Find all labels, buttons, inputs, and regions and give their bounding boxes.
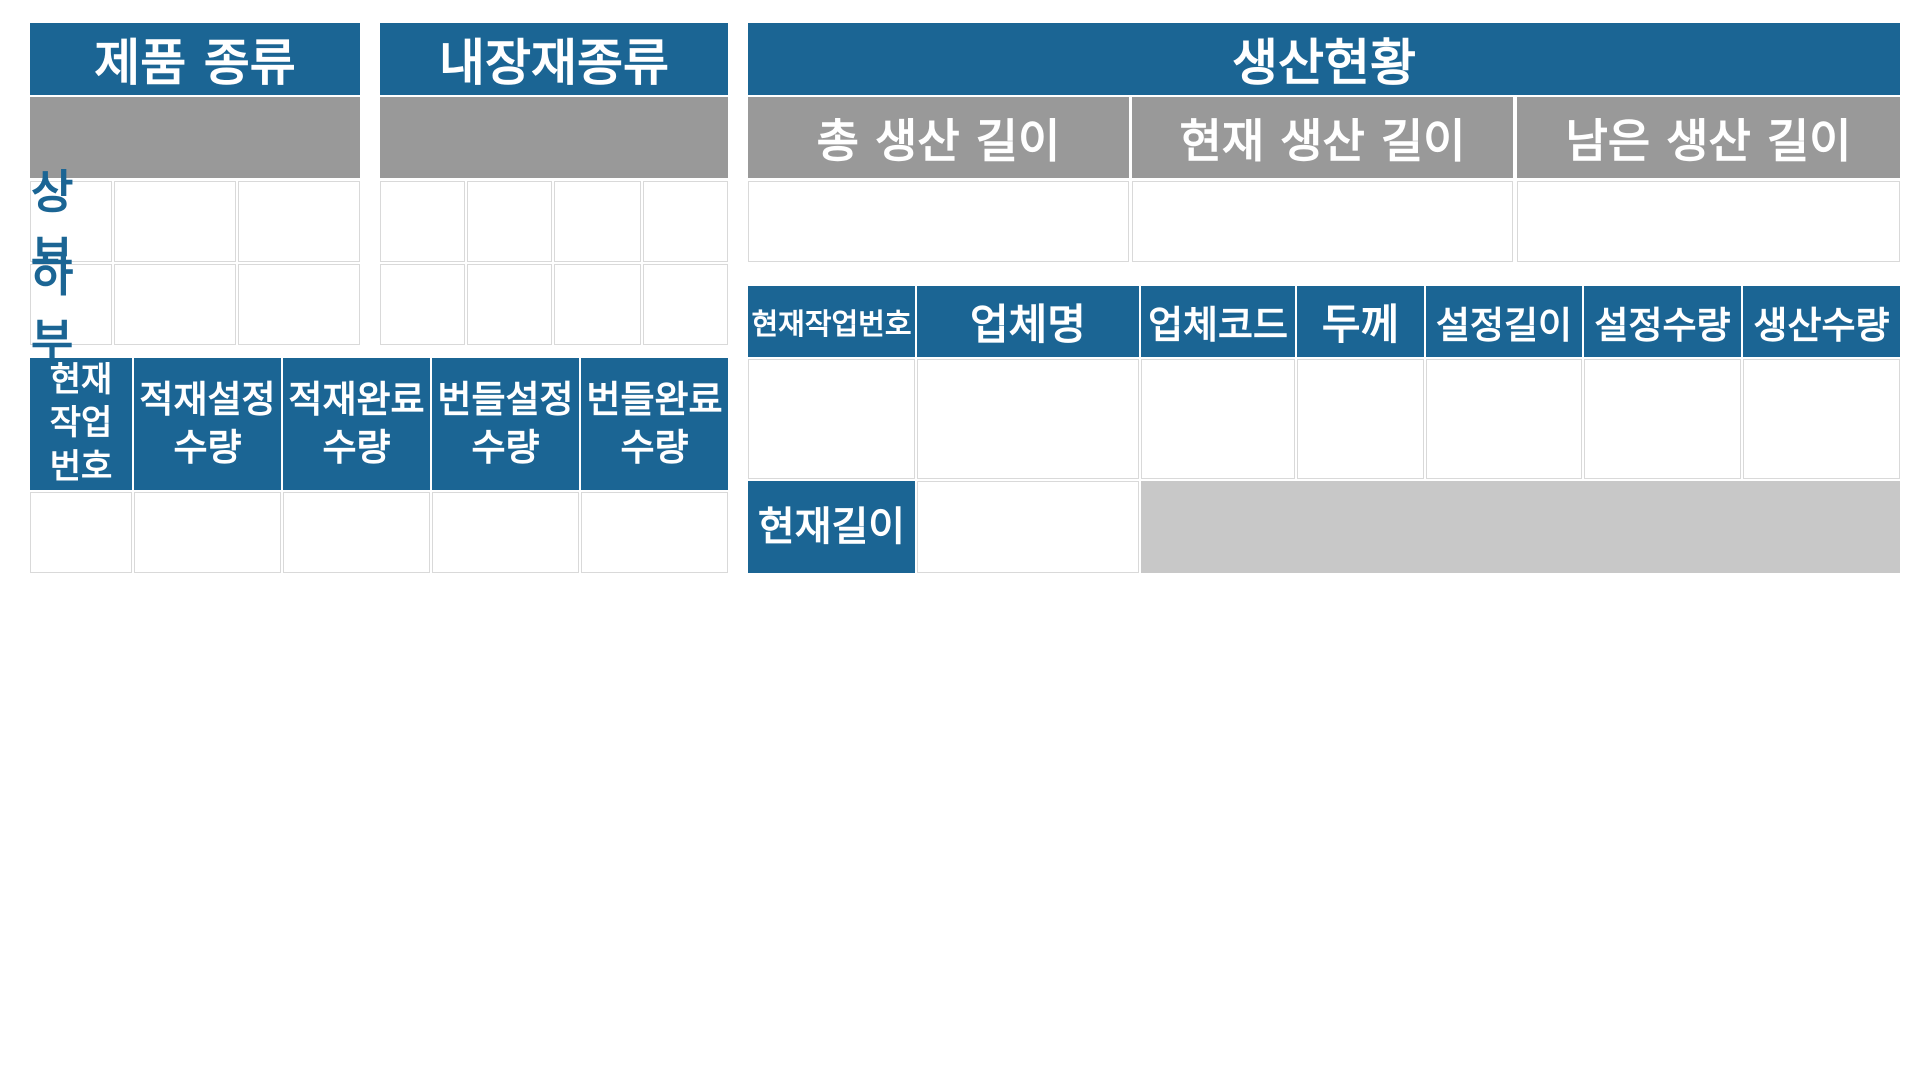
lower-liner-cell-1[interactable] bbox=[380, 264, 465, 345]
stack-header-bundle-set-qty: 번들설정 수량 bbox=[432, 358, 579, 490]
product-type-value-bar bbox=[30, 97, 360, 178]
upper-liner-cell-4[interactable] bbox=[643, 181, 728, 262]
job-header-produced-qty: 생산수량 bbox=[1743, 286, 1900, 357]
lower-liner-cell-2[interactable] bbox=[467, 264, 552, 345]
remaining-length-value bbox=[1517, 181, 1900, 262]
job-header-company-code: 업체코드 bbox=[1141, 286, 1295, 357]
upper-liner-cell-2[interactable] bbox=[467, 181, 552, 262]
liner-type-title: 내장재종류 bbox=[380, 23, 728, 95]
current-length-filler-bar bbox=[1141, 481, 1900, 573]
remaining-length-header: 남은 생산 길이 bbox=[1517, 97, 1900, 178]
lower-product-cell-1[interactable] bbox=[114, 264, 236, 345]
stack-bundle-set-qty-cell[interactable] bbox=[432, 492, 579, 573]
job-header-set-qty: 설정수량 bbox=[1584, 286, 1741, 357]
stack-header-bundle-done-qty: 번들완료 수량 bbox=[581, 358, 728, 490]
job-header-company-name: 업체명 bbox=[917, 286, 1139, 357]
liner-type-value-bar bbox=[380, 97, 728, 178]
stack-header-load-done-qty: 적재완료 수량 bbox=[283, 358, 430, 490]
total-length-header: 총 생산 길이 bbox=[748, 97, 1129, 178]
company-code-cell[interactable] bbox=[1141, 359, 1295, 479]
total-length-value bbox=[748, 181, 1129, 262]
produced-qty-cell[interactable] bbox=[1743, 359, 1900, 479]
stack-header-job-number: 현재 작업 번호 bbox=[30, 358, 132, 490]
current-length-label: 현재길이 bbox=[748, 481, 915, 573]
current-length-cell[interactable] bbox=[917, 481, 1139, 573]
upper-product-cell-2[interactable] bbox=[238, 181, 360, 262]
job-header-set-length: 설정길이 bbox=[1426, 286, 1582, 357]
stack-header-load-set-qty: 적재설정 수량 bbox=[134, 358, 281, 490]
production-status-title: 생산현황 bbox=[748, 23, 1900, 95]
stack-load-done-qty-cell[interactable] bbox=[283, 492, 430, 573]
set-qty-cell[interactable] bbox=[1584, 359, 1741, 479]
company-name-cell[interactable] bbox=[917, 359, 1139, 479]
stack-load-set-qty-cell[interactable] bbox=[134, 492, 281, 573]
stack-job-number-cell[interactable] bbox=[30, 492, 132, 573]
lower-liner-cell-4[interactable] bbox=[643, 264, 728, 345]
lower-liner-cell-3[interactable] bbox=[554, 264, 641, 345]
current-length-value bbox=[1132, 181, 1513, 262]
job-header-job-number: 현재작업번호 bbox=[748, 286, 915, 357]
set-length-cell[interactable] bbox=[1426, 359, 1582, 479]
lower-product-cell-2[interactable] bbox=[238, 264, 360, 345]
job-number-cell[interactable] bbox=[748, 359, 915, 479]
thickness-cell[interactable] bbox=[1297, 359, 1424, 479]
upper-product-cell-1[interactable] bbox=[114, 181, 236, 262]
row-label-lower: 하부 bbox=[30, 248, 112, 368]
stack-bundle-done-qty-cell[interactable] bbox=[581, 492, 728, 573]
job-header-thickness: 두께 bbox=[1297, 286, 1424, 357]
current-length-header: 현재 생산 길이 bbox=[1132, 97, 1513, 178]
upper-liner-cell-1[interactable] bbox=[380, 181, 465, 262]
upper-liner-cell-3[interactable] bbox=[554, 181, 641, 262]
product-type-title: 제품 종류 bbox=[30, 23, 360, 95]
